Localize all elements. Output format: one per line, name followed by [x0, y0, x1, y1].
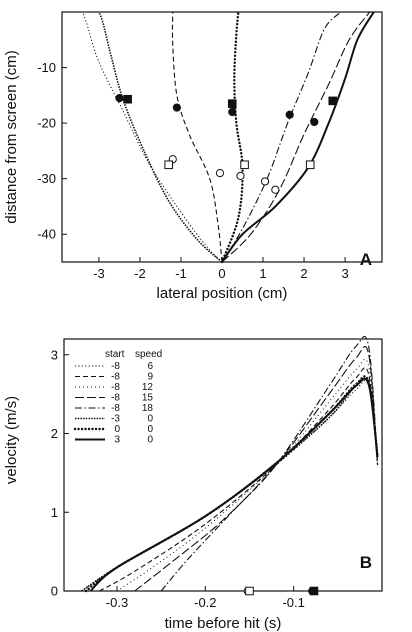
- legend-speed-value: 0: [147, 414, 153, 425]
- panel-b-series-line: [134, 345, 379, 592]
- panel-b-series-line: [116, 358, 379, 592]
- panel-a-markers: [115, 94, 338, 194]
- panel-b-y-tick-label: 1: [51, 505, 58, 520]
- panel-b-xlabel: time before hit (s): [165, 615, 282, 632]
- panel-b-y-tick-label: 0: [51, 584, 58, 599]
- legend-start-value: 3: [114, 435, 120, 446]
- panel-a-x-tick-label: -3: [93, 266, 105, 281]
- panel-a-filled-square-marker: [328, 96, 338, 106]
- panel-a-x-tick-label: -2: [134, 266, 146, 281]
- panel-a-x-tick-label: 2: [300, 266, 307, 281]
- panel-b-markers: [243, 586, 319, 596]
- panel-a-series: [82, 10, 375, 264]
- panel-b-series-line: [89, 377, 379, 592]
- panel-a-x-tick-label: -1: [175, 266, 187, 281]
- panel-b-series-line: [160, 335, 379, 592]
- panel-a-series-line: [221, 11, 342, 263]
- panel-a-ylabel: distance from screen (cm): [3, 50, 20, 223]
- panel-b-series-line: [81, 380, 379, 592]
- panel-a-y-tick-label: -20: [37, 116, 56, 131]
- panel-b-x-tick-label: -0.3: [106, 595, 128, 610]
- panel-a-ticks: -3 -2 -1 0 1 2 3-10-20-30-40: [37, 60, 348, 281]
- legend-start-value: -8: [111, 403, 120, 414]
- legend-speed-value: 6: [147, 361, 153, 372]
- legend-header-start: start: [105, 349, 125, 360]
- panel-a-x-tick-label: 0: [218, 266, 225, 281]
- panel-b-label: B: [360, 553, 372, 572]
- panel-a-xlabel: lateral position (cm): [157, 285, 288, 302]
- legend-start-value: 0: [114, 424, 120, 435]
- panel-a-open-square-marker: [164, 160, 173, 170]
- panel-a-label: A: [360, 250, 372, 269]
- panel-a-open-square-marker: [240, 160, 249, 170]
- panel-a-filled-circle-marker: [285, 110, 294, 119]
- legend-speed-value: 0: [147, 424, 153, 435]
- panel-a-filled-square-marker: [227, 99, 237, 108]
- panel-b-legend: start speed-8 6-8 9-8 12-8 15-8 18-3 00 03 0: [73, 349, 162, 446]
- panel-a-series-line: [221, 11, 375, 263]
- panel-a-x-tick-label: 1: [259, 266, 266, 281]
- panel-b-ylabel: velocity (m/s): [3, 396, 20, 484]
- panel-b-filled-square-marker: [309, 586, 319, 596]
- legend-start-value: -8: [111, 393, 120, 404]
- panel-a-series-line: [98, 11, 223, 263]
- legend-speed-value: 18: [142, 403, 154, 414]
- panel-a: -3 -2 -1 0 1 2 3-10-20-30-40 lateral position …: [3, 10, 383, 302]
- panel-b-y-tick-label: 3: [51, 347, 58, 362]
- legend-speed-value: 0: [147, 435, 153, 446]
- panel-a-y-tick-label: -10: [37, 60, 56, 75]
- panel-b-frame: [63, 338, 383, 592]
- legend-start-value: -8: [111, 361, 120, 372]
- panel-a-series-line: [220, 10, 244, 264]
- panel-a-filled-square-marker: [123, 94, 132, 104]
- legend-start-value: -8: [111, 372, 120, 383]
- panel-a-series-line: [221, 11, 371, 263]
- panel-a-filled-circle-marker: [228, 107, 237, 117]
- legend-header-speed: speed: [135, 349, 162, 360]
- panel-a-open-circle-marker: [215, 169, 225, 178]
- panel-a-series-line: [171, 11, 223, 263]
- legend-speed-value: 12: [142, 382, 154, 393]
- panel-b-open-square-marker: [245, 586, 254, 596]
- panel-b-series: [81, 335, 379, 593]
- legend-start-value: -3: [111, 414, 120, 425]
- panel-b-x-tick-label: -0.1: [282, 595, 304, 610]
- legend-start-value: -8: [111, 382, 120, 393]
- panel-a-open-circle-marker: [271, 185, 280, 194]
- panel-a-filled-circle-marker: [310, 117, 319, 127]
- panel-a-filled-circle-marker: [115, 94, 124, 103]
- panel-a-x-tick-label: 3: [341, 266, 348, 281]
- panel-a-open-square-marker: [305, 160, 315, 170]
- panel-a-filled-circle-marker: [172, 103, 181, 112]
- panel-a-y-tick-label: -30: [37, 171, 56, 186]
- legend-speed-value: 9: [147, 372, 153, 383]
- panel-b-x-tick-label: -0.2: [194, 595, 216, 610]
- panel-a-open-circle-marker: [236, 171, 245, 180]
- legend-speed-value: 15: [142, 393, 154, 404]
- panel-b-y-tick-label: 2: [51, 426, 58, 441]
- panel-a-open-circle-marker: [260, 177, 270, 186]
- panel-a-y-tick-label: -40: [37, 227, 56, 242]
- panel-a-series-line: [82, 11, 223, 263]
